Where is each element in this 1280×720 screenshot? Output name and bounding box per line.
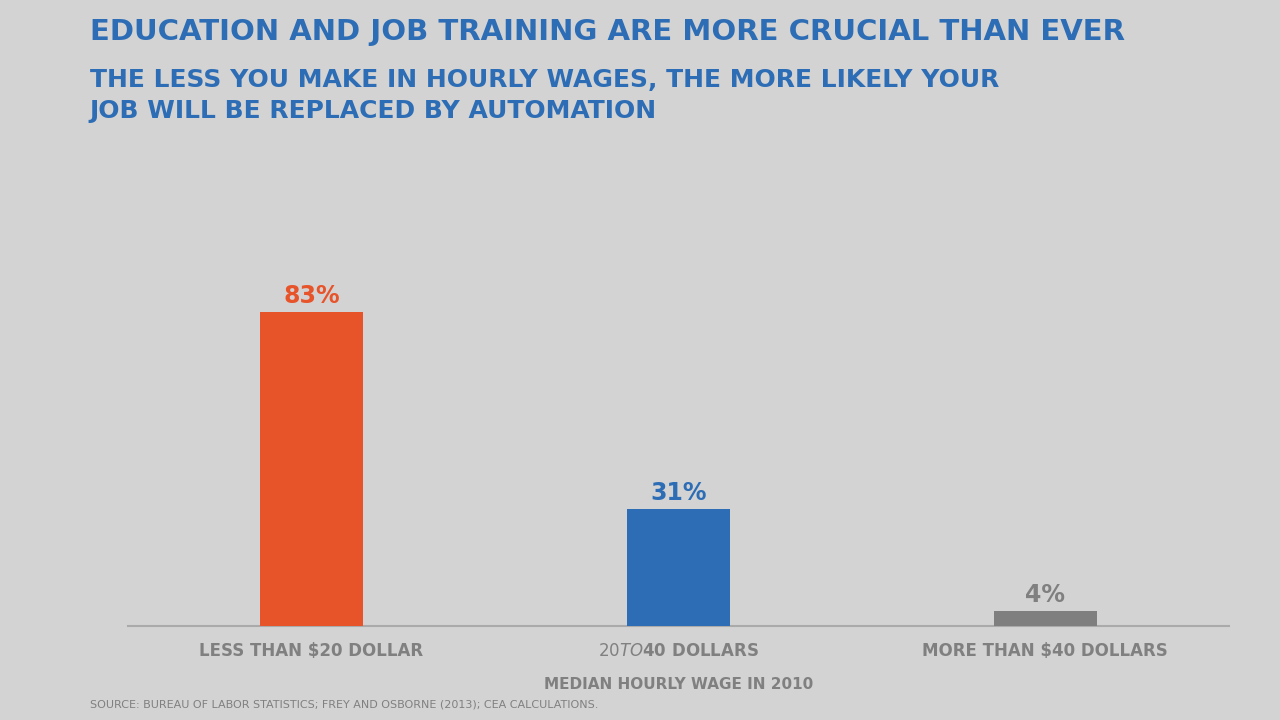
Text: EDUCATION AND JOB TRAINING ARE MORE CRUCIAL THAN EVER: EDUCATION AND JOB TRAINING ARE MORE CRUC… [90,18,1125,46]
Text: 83%: 83% [283,284,339,308]
Bar [995,611,1097,626]
X-axis label: MEDIAN HOURLY WAGE IN 2010: MEDIAN HOURLY WAGE IN 2010 [544,677,813,692]
Bar [260,312,362,626]
Text: 31%: 31% [650,481,707,505]
Bar [627,509,730,626]
Text: 4%: 4% [1025,583,1065,608]
Text: SOURCE: BUREAU OF LABOR STATISTICS; FREY AND OSBORNE (2013); CEA CALCULATIONS.: SOURCE: BUREAU OF LABOR STATISTICS; FREY… [90,699,598,709]
Text: THE LESS YOU MAKE IN HOURLY WAGES, THE MORE LIKELY YOUR
JOB WILL BE REPLACED BY : THE LESS YOU MAKE IN HOURLY WAGES, THE M… [90,68,998,123]
